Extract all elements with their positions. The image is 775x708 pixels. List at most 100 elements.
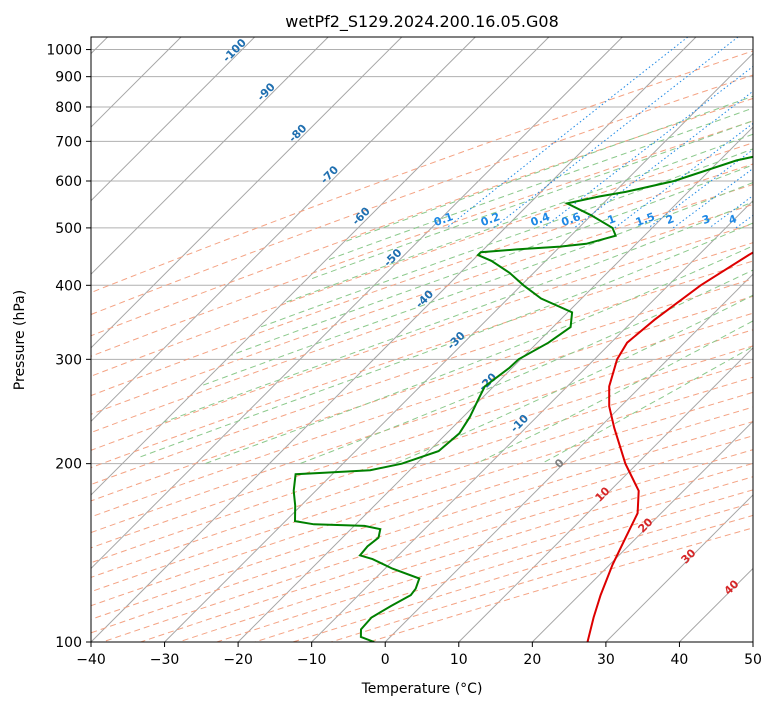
x-tick-label: −40 <box>76 652 106 668</box>
adiabat-label: -60 <box>350 204 373 227</box>
chart-title: wetPf2_S129.2024.200.16.05.G08 <box>285 12 559 32</box>
isotherm-line <box>91 37 256 202</box>
dry-adiabat-line <box>91 260 753 486</box>
isotherm-line <box>458 347 753 642</box>
background-labels: 0.10.20.40.611.52346810131620253036-100-… <box>220 36 775 598</box>
dry-adiabat-line <box>91 97 753 337</box>
adiabat-label: -100 <box>220 36 249 65</box>
mixing-ratio-label: 0.2 <box>479 210 502 229</box>
series-layer <box>292 155 753 642</box>
y-tick-label: 1000 <box>46 43 82 59</box>
dry-adiabat-line <box>91 329 753 549</box>
plot-frame <box>90 36 754 643</box>
dry-adiabat-line <box>91 142 753 377</box>
x-tick-label: 10 <box>450 652 468 668</box>
dry-adiabat-line <box>91 50 753 294</box>
adiabat-label: -30 <box>445 329 468 352</box>
y-tick-label: 900 <box>55 70 82 86</box>
mixing-ratio-label: 0.4 <box>529 210 552 229</box>
moist-adiabat-line <box>163 201 753 423</box>
mixing-ratio-line <box>543 65 753 229</box>
mixing-ratio-label: 0.1 <box>432 210 455 229</box>
dry-adiabat-line <box>91 184 753 415</box>
temperature-profile <box>586 251 753 642</box>
y-axis-ticks: 100 200 300 400 500 600 700 800 900 1000 <box>46 43 91 651</box>
y-tick-label: 600 <box>55 174 82 190</box>
x-tick-label: −20 <box>223 652 253 668</box>
dry-adiabat-line <box>91 295 753 518</box>
x-axis-label: Temperature (°C) <box>361 681 483 697</box>
dry-adiabat-line <box>91 203 753 434</box>
dry-adiabat-line <box>91 242 753 469</box>
dry-adiabat-line <box>369 527 753 642</box>
moist-adiabat-line <box>325 107 753 262</box>
y-tick-label: 800 <box>55 100 82 116</box>
y-tick-label: 100 <box>55 635 82 651</box>
x-tick-label: 50 <box>744 652 762 668</box>
isotherm-line <box>91 37 476 423</box>
y-tick-label: 300 <box>55 352 82 368</box>
mixing-ratio-label: 1 <box>606 212 618 227</box>
x-tick-label: 40 <box>671 652 689 668</box>
dry-adiabat-line <box>91 120 753 357</box>
adiabat-label: -40 <box>413 287 436 310</box>
dewpoint-profile <box>292 155 753 642</box>
isotherm-line <box>531 420 753 642</box>
isotherm-line <box>384 273 753 642</box>
dry-adiabat-line <box>91 361 753 578</box>
mixing-ratio-line <box>614 122 753 229</box>
moist-adiabat-line <box>231 164 753 356</box>
y-tick-label: 400 <box>55 278 82 294</box>
isotherm-line <box>752 641 753 642</box>
mixing-ratio-label: 4 <box>727 212 739 227</box>
moist-adiabat-label: 30 <box>679 546 699 566</box>
x-tick-label: 30 <box>597 652 615 668</box>
mixing-ratio-line <box>735 214 753 229</box>
dry-adiabat-line <box>91 223 753 451</box>
isotherm-line <box>91 37 623 570</box>
moist-adiabat-line <box>394 294 753 465</box>
background-lines <box>91 37 753 642</box>
isotherm-line <box>91 37 329 275</box>
x-tick-label: −30 <box>150 652 180 668</box>
mixing-ratio-label: 1.5 <box>634 210 657 229</box>
isotherm-line <box>311 199 753 642</box>
y-tick-label: 200 <box>55 457 82 473</box>
moist-adiabat-line <box>199 182 753 387</box>
mixing-ratio-line <box>493 37 739 229</box>
dry-adiabat-line <box>91 74 753 316</box>
moist-adiabat-line <box>204 245 753 465</box>
mixing-ratio-line <box>672 167 753 229</box>
moist-adiabat-line <box>310 120 753 280</box>
x-axis-ticks: −40 −30 −20 −10 0 10 20 30 40 50 <box>76 642 762 668</box>
x-tick-label: 0 <box>381 652 390 668</box>
moist-adiabat-line <box>346 95 753 242</box>
dry-adiabat-line <box>91 406 753 620</box>
mixing-ratio-label: 2 <box>664 212 676 227</box>
y-tick-label: 500 <box>55 221 82 237</box>
moist-adiabat-label: 10 <box>593 484 613 504</box>
moist-adiabat-label: 40 <box>722 577 742 597</box>
adiabat-label: -90 <box>255 80 278 103</box>
moist-adiabat-line <box>541 345 753 465</box>
moist-adiabat-line <box>475 320 753 465</box>
isotherm-line <box>237 126 753 642</box>
y-axis-label: Pressure (hPa) <box>12 290 28 390</box>
mixing-ratio-line <box>573 90 753 229</box>
mixing-ratio-label: 6 <box>766 212 775 227</box>
adiabat-label: -20 <box>476 370 499 393</box>
moist-adiabat-label: 20 <box>636 515 656 535</box>
adiabat-label: -70 <box>318 163 341 186</box>
x-tick-label: −10 <box>297 652 327 668</box>
dry-adiabat-line <box>91 163 753 397</box>
dry-adiabat-line <box>102 435 753 642</box>
moist-adiabat-line <box>260 148 753 328</box>
isotherm-line <box>91 37 550 496</box>
isotherm-line <box>164 52 753 642</box>
isotherm-line <box>91 37 697 642</box>
x-tick-label: 20 <box>523 652 541 668</box>
y-tick-label: 700 <box>55 134 82 150</box>
dry-adiabat-line <box>91 376 753 593</box>
dry-adiabat-line <box>91 391 753 607</box>
